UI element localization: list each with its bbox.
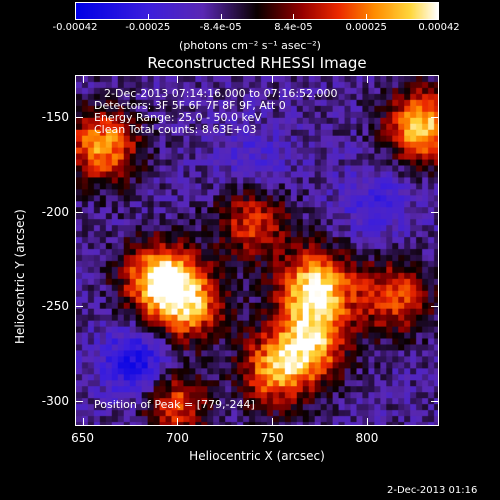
x-axis-label: Heliocentric X (arcsec) xyxy=(189,449,325,463)
annotation-energy: Energy Range: 25.0 - 50.0 keV xyxy=(94,111,262,124)
colorbar-tick xyxy=(220,14,222,20)
heatmap-image xyxy=(76,76,438,425)
colorbar-tick-label: -0.00025 xyxy=(125,22,171,33)
annotation-detectors: Detectors: 3F 5F 6F 7F 8F 9F, Att 0 xyxy=(94,99,286,112)
y-axis-label: Heliocentric Y (arcsec) xyxy=(13,209,27,344)
y-axis-tick xyxy=(75,211,83,213)
chart-title: Reconstructed RHESSI Image xyxy=(147,54,367,72)
x-axis-tick xyxy=(272,418,274,426)
y-axis-tick xyxy=(431,211,439,213)
x-axis-tick xyxy=(366,418,368,426)
annotation-algorithm: Clean Total counts: 8.63E+03 xyxy=(94,123,257,136)
colorbar-tick-label: 0.00025 xyxy=(345,22,387,33)
colorbar-tick xyxy=(147,14,149,20)
colorbar-tick-label: 8.4e-05 xyxy=(274,22,313,33)
y-axis-tick xyxy=(431,401,439,403)
colorbar-tick-label: -0.00042 xyxy=(52,22,98,33)
footer-timestamp: 2-Dec-2013 01:16 xyxy=(387,485,478,496)
x-axis-tick xyxy=(177,418,179,426)
y-axis-tick-label: -250 xyxy=(41,299,69,314)
x-axis-tick-label: 750 xyxy=(260,431,284,445)
y-axis-tick xyxy=(75,401,83,403)
y-axis-tick xyxy=(431,116,439,118)
annotation-time-range: 2-Dec-2013 07:14:16.000 to 07:16:52.000 xyxy=(104,87,338,100)
y-axis-tick xyxy=(75,116,83,118)
y-axis-tick xyxy=(431,306,439,308)
y-axis-tick-label: -300 xyxy=(41,394,69,409)
colorbar-tick xyxy=(293,14,295,20)
annotation-peak-position: Position of Peak = [779,-244] xyxy=(94,398,255,411)
colorbar-tick-label: 0.00042 xyxy=(418,22,460,33)
colorbar-tick xyxy=(438,14,439,20)
colorbar-gradient xyxy=(76,3,438,19)
x-axis-tick xyxy=(177,75,179,83)
x-axis-tick-label: 800 xyxy=(355,431,379,445)
colorbar-tick xyxy=(75,14,76,20)
x-axis-tick-label: 700 xyxy=(165,431,189,445)
x-axis-tick xyxy=(82,418,84,426)
colorbar-units-label: (photons cm⁻² s⁻¹ asec⁻²) xyxy=(179,39,321,52)
x-axis-tick xyxy=(366,75,368,83)
y-axis-tick-label: -200 xyxy=(41,204,69,219)
colorbar-tick-label: -8.4e-05 xyxy=(199,22,242,33)
heatmap-plot: 2-Dec-2013 07:14:16.000 to 07:16:52.000 … xyxy=(75,75,439,426)
x-axis-tick xyxy=(272,75,274,83)
y-axis-tick xyxy=(75,306,83,308)
x-axis-tick-label: 650 xyxy=(71,431,95,445)
y-axis-tick-label: -150 xyxy=(41,109,69,124)
x-axis-tick xyxy=(82,75,84,83)
colorbar xyxy=(75,2,439,20)
colorbar-tick xyxy=(366,14,368,20)
